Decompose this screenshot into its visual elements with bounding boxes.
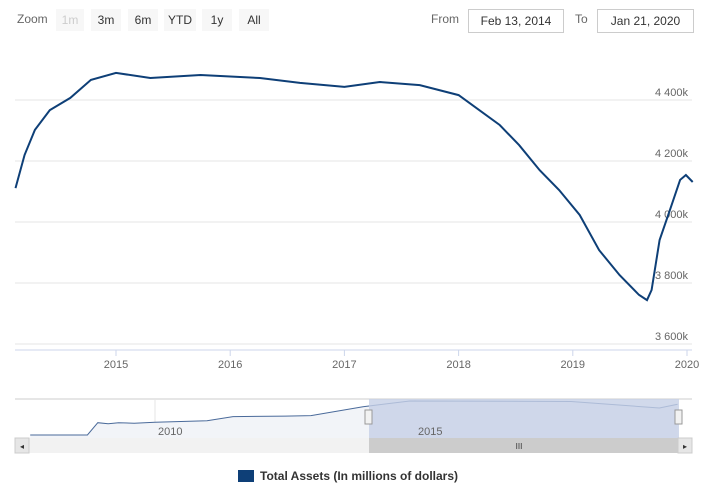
navigator-tick: 2015 <box>418 426 442 438</box>
scroll-left-button[interactable] <box>14 437 30 454</box>
zoom-ytd-button[interactable]: YTD <box>164 9 196 31</box>
zoom-1y-button[interactable]: 1y <box>202 9 232 31</box>
from-label: From <box>431 12 459 26</box>
series-line-total-assets <box>14 71 694 302</box>
zoom-all-button[interactable]: All <box>239 9 269 31</box>
navigator-tick: 2010 <box>158 426 182 438</box>
y-tick-label: 3 600k <box>655 331 689 343</box>
zoom-label: Zoom <box>17 12 48 26</box>
y-tick-label: 4 200k <box>655 148 689 160</box>
from-date-input[interactable]: Feb 13, 2014 <box>468 9 564 33</box>
navigator-selected-range[interactable] <box>369 399 679 438</box>
y-tick-label: 3 800k <box>655 270 689 282</box>
to-label: To <box>575 12 588 26</box>
to-date-input[interactable]: Jan 21, 2020 <box>597 9 694 33</box>
navigator[interactable]: 2010 2015 III ◂ ▸ <box>14 398 693 454</box>
x-tick-label: 2020 <box>675 359 699 371</box>
scrollbar-thumb[interactable] <box>369 438 679 453</box>
x-tick-label: 2017 <box>332 359 356 371</box>
x-tick-label: 2015 <box>104 359 128 371</box>
scroll-right-button[interactable] <box>677 437 693 454</box>
x-tick-label: 2016 <box>218 359 242 371</box>
y-tick-label: 4 400k <box>655 87 689 99</box>
navigator-left-handle[interactable] <box>364 409 373 425</box>
legend-swatch <box>238 470 254 482</box>
zoom-6m-button[interactable]: 6m <box>128 9 158 31</box>
left-arrow-icon: ◂ <box>20 442 24 451</box>
right-arrow-icon: ▸ <box>683 442 687 451</box>
x-tick-label: 2018 <box>446 359 470 371</box>
legend-item[interactable]: Total Assets (In millions of dollars) <box>238 469 458 483</box>
zoom-3m-button[interactable]: 3m <box>91 9 121 31</box>
x-tick-label: 2019 <box>561 359 585 371</box>
legend-label: Total Assets (In millions of dollars) <box>260 469 459 483</box>
zoom-1m-button[interactable]: 1m <box>56 9 84 31</box>
scrollbar-grip-icon: III <box>516 442 523 451</box>
navigator-right-handle[interactable] <box>674 409 683 425</box>
y-tick-label: 4 000k <box>655 209 689 221</box>
